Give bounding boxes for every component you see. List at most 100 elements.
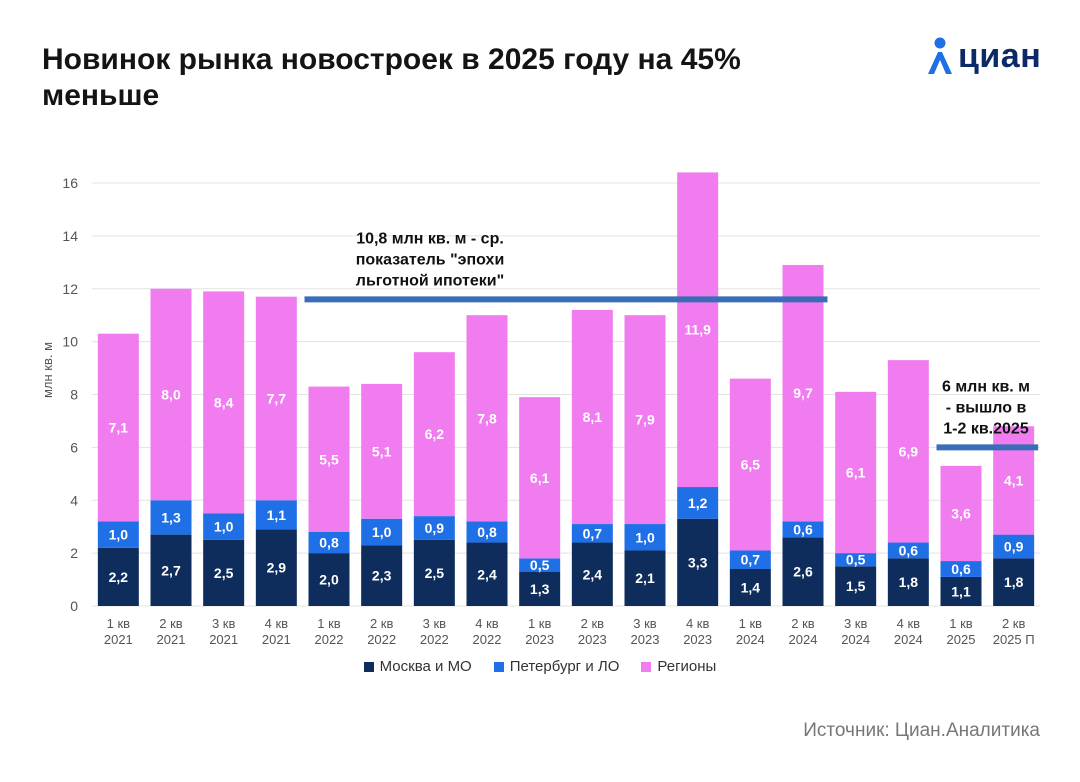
data-label: 0,7 bbox=[583, 525, 603, 541]
bar-segment-regions bbox=[519, 397, 561, 559]
bar-segment-spb bbox=[677, 487, 719, 519]
bar-segment-spb bbox=[519, 558, 561, 572]
data-label: 6,9 bbox=[899, 443, 919, 459]
bar-segment-moscow bbox=[677, 518, 719, 606]
data-label: 0,5 bbox=[846, 552, 866, 568]
data-label: 2,4 bbox=[583, 566, 603, 582]
bar-segment-regions bbox=[729, 378, 771, 551]
x-tick-label: 1 кв bbox=[739, 616, 763, 631]
bar-segment-regions bbox=[150, 288, 192, 501]
y-tick-label: 16 bbox=[62, 175, 78, 191]
x-tick-label: 2021 bbox=[262, 632, 291, 647]
x-tick-label: 2023 bbox=[525, 632, 554, 647]
x-tick-label: 2025 П bbox=[993, 632, 1035, 647]
legend-swatch bbox=[493, 661, 504, 672]
data-label: 5,5 bbox=[319, 451, 339, 467]
bar-segment-regions bbox=[361, 383, 403, 519]
data-label: 5,1 bbox=[372, 443, 392, 459]
bar-segment-regions bbox=[203, 291, 245, 514]
data-label: 7,7 bbox=[267, 390, 287, 406]
y-axis-label: млн кв. м bbox=[40, 342, 55, 398]
bar-segment-spb bbox=[255, 500, 297, 530]
bar-segment-moscow bbox=[729, 568, 771, 606]
data-label: 2,6 bbox=[793, 564, 813, 580]
x-tick-label: 4 кв bbox=[897, 616, 921, 631]
data-label: 1,1 bbox=[267, 507, 287, 523]
data-label: 8,0 bbox=[161, 387, 181, 403]
x-tick-label: 2023 bbox=[683, 632, 712, 647]
bar-segment-spb bbox=[782, 521, 824, 538]
data-label: 2,5 bbox=[214, 565, 234, 581]
data-label: 1,8 bbox=[899, 574, 919, 590]
data-label: 6,5 bbox=[741, 457, 761, 473]
bar-segment-moscow bbox=[782, 537, 824, 606]
data-label: 1,0 bbox=[214, 519, 234, 535]
data-label: 2,0 bbox=[319, 572, 339, 588]
bar-segment-regions bbox=[308, 386, 350, 532]
bar-segment-moscow bbox=[624, 550, 666, 606]
annotation-text: 1-2 кв.2025 bbox=[943, 420, 1029, 437]
bar-segment-moscow bbox=[413, 539, 455, 606]
data-label: 2,2 bbox=[109, 569, 129, 585]
data-label: 0,5 bbox=[530, 557, 550, 573]
x-tick-label: 1 кв bbox=[949, 616, 973, 631]
y-tick-label: 12 bbox=[62, 281, 78, 297]
bar-segment-spb bbox=[835, 553, 877, 567]
legend-item-spb: Петербург и ЛО bbox=[493, 658, 619, 675]
bar-segment-moscow bbox=[993, 558, 1035, 606]
bar-segment-moscow bbox=[571, 542, 613, 606]
bar-segment-regions bbox=[887, 360, 929, 543]
y-tick-label: 6 bbox=[70, 439, 78, 455]
y-tick-label: 4 bbox=[70, 492, 78, 508]
data-label: 1,0 bbox=[372, 524, 392, 540]
x-tick-label: 3 кв bbox=[844, 616, 868, 631]
bar-segment-regions bbox=[466, 315, 508, 522]
x-tick-label: 2021 bbox=[157, 632, 186, 647]
bar-segment-moscow bbox=[203, 539, 245, 606]
bar-segment-spb bbox=[150, 500, 192, 535]
x-tick-label: 3 кв bbox=[423, 616, 447, 631]
bar-segment-spb bbox=[571, 524, 613, 543]
bar-segment-regions bbox=[255, 296, 297, 501]
x-tick-label: 1 кв bbox=[107, 616, 131, 631]
x-tick-label: 2022 bbox=[367, 632, 396, 647]
bar-segment-regions bbox=[677, 172, 719, 488]
bar-segment-regions bbox=[624, 315, 666, 525]
x-tick-label: 2021 bbox=[209, 632, 238, 647]
data-label: 1,3 bbox=[161, 509, 181, 525]
bar-segment-spb bbox=[203, 513, 245, 540]
logo-text: циан bbox=[958, 36, 1042, 75]
bar-segment-regions bbox=[413, 352, 455, 517]
brand-logo[interactable]: циан bbox=[924, 34, 1041, 78]
bar-segment-moscow bbox=[466, 542, 508, 606]
data-label: 4,1 bbox=[1004, 472, 1024, 488]
x-tick-label: 3 кв bbox=[212, 616, 236, 631]
data-label: 1,1 bbox=[951, 583, 971, 599]
legend-swatch bbox=[363, 661, 374, 672]
data-label: 7,8 bbox=[477, 410, 497, 426]
bar-segment-regions bbox=[940, 465, 982, 562]
data-label: 0,7 bbox=[741, 552, 761, 568]
pin-person-icon bbox=[928, 37, 952, 74]
legend-label: Регионы bbox=[657, 658, 717, 675]
data-label: 1,5 bbox=[846, 578, 866, 594]
data-label: 2,4 bbox=[477, 566, 497, 582]
x-tick-label: 4 кв bbox=[265, 616, 289, 631]
bar-segment-moscow bbox=[940, 576, 982, 606]
bar-segment-spb bbox=[308, 531, 350, 554]
legend-swatch bbox=[641, 661, 652, 672]
bar-segment-regions bbox=[571, 309, 613, 525]
data-label: 8,1 bbox=[583, 409, 603, 425]
data-label: 1,4 bbox=[741, 579, 761, 595]
bar-segment-moscow bbox=[361, 545, 403, 606]
data-label: 1,3 bbox=[530, 581, 550, 597]
bar-segment-spb bbox=[466, 521, 508, 543]
legend-item-moscow: Москва и МО bbox=[363, 658, 472, 675]
data-label: 1,2 bbox=[688, 495, 708, 511]
data-label: 7,9 bbox=[635, 412, 655, 428]
data-label: 0,8 bbox=[477, 524, 497, 540]
bar-segment-spb bbox=[413, 516, 455, 540]
data-label: 6,2 bbox=[425, 426, 445, 442]
data-label: 2,7 bbox=[161, 562, 181, 578]
data-label: 1,8 bbox=[1004, 574, 1024, 590]
